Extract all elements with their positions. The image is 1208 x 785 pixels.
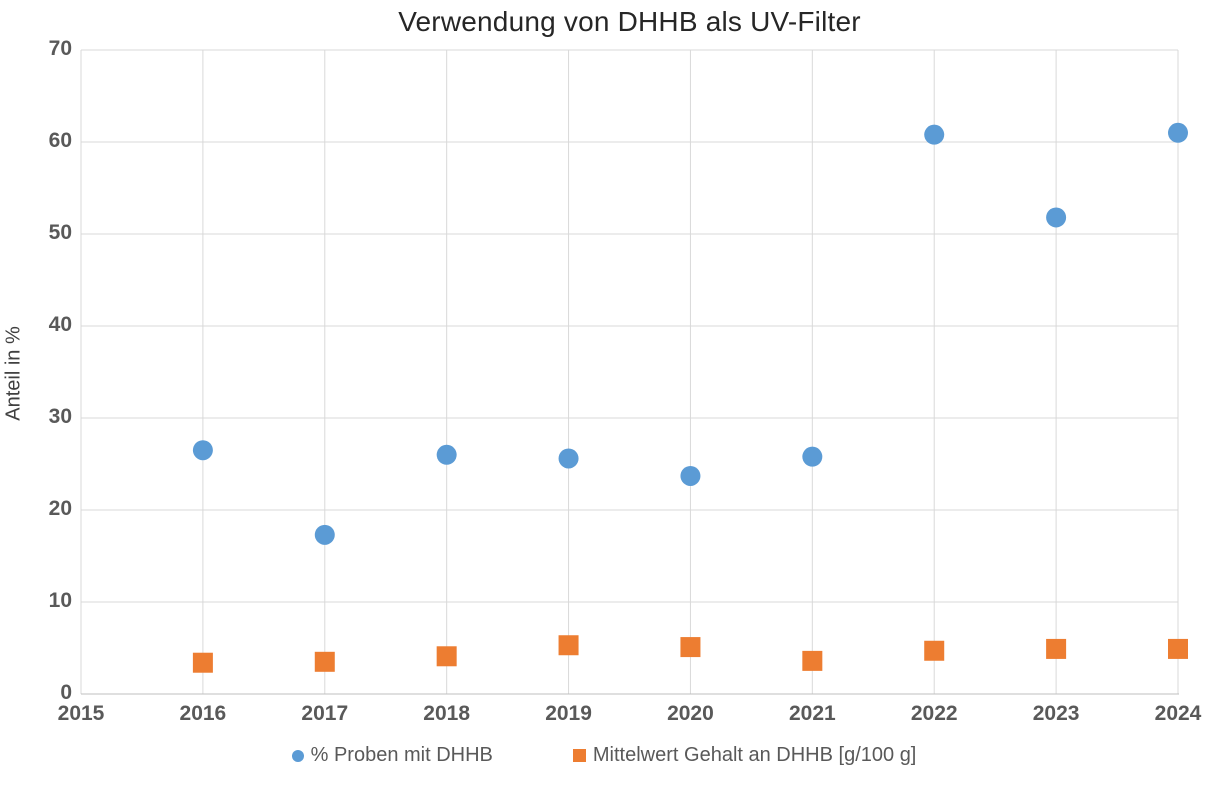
x-tick-label-2023: 2023 xyxy=(1032,702,1080,725)
x-tick-label-2021: 2021 xyxy=(788,702,836,725)
data-point-square-2024 xyxy=(1168,638,1188,659)
data-point-circle-2024 xyxy=(1168,122,1188,143)
x-tick-label-2019: 2019 xyxy=(545,702,592,725)
legend-label-proben: % Proben mit DHHB xyxy=(310,744,493,766)
x-tick-label-2022: 2022 xyxy=(910,702,958,725)
y-tick-label-40: 40 xyxy=(48,313,72,336)
data-point-circle-2020 xyxy=(680,465,701,486)
y-tick-label-0: 0 xyxy=(60,681,72,704)
data-point-circle-2022 xyxy=(924,124,945,145)
x-tick-label-2017: 2017 xyxy=(301,702,349,725)
data-point-square-2018 xyxy=(436,646,457,667)
y-tick-label-10: 10 xyxy=(48,589,72,612)
x-tick-label-2020: 2020 xyxy=(667,702,714,725)
data-point-circle-2016 xyxy=(192,440,213,461)
chart-title: Verwendung von DHHB als UV-Filter xyxy=(398,6,861,37)
data-point-square-2023 xyxy=(1046,638,1067,659)
x-tick-label-2016: 2016 xyxy=(179,702,227,725)
data-point-square-2016 xyxy=(192,652,213,673)
y-tick-label-70: 70 xyxy=(48,37,72,60)
legend-label-mittelwert: Mittelwert Gehalt an DHHB [g/100 g] xyxy=(592,744,917,766)
x-tick-label-2018: 2018 xyxy=(423,702,471,725)
data-point-square-2017 xyxy=(314,651,335,672)
legend-item-proben: % Proben mit DHHB xyxy=(291,744,493,767)
y-tick-label-30: 30 xyxy=(48,405,72,428)
legend: % Proben mit DHHB Mittelwert Gehalt an D… xyxy=(0,744,1208,767)
data-point-square-2021 xyxy=(802,650,823,671)
data-point-square-2020 xyxy=(680,637,701,658)
legend-circle-marker-icon xyxy=(291,749,304,762)
y-tick-label-50: 50 xyxy=(48,221,72,244)
y-tick-label-20: 20 xyxy=(48,497,72,520)
x-tick-label-2015: 2015 xyxy=(57,702,105,725)
data-point-circle-2017 xyxy=(314,524,335,545)
data-point-square-2022 xyxy=(924,640,945,661)
data-point-circle-2023 xyxy=(1046,207,1067,228)
x-tick-label-2024: 2024 xyxy=(1154,702,1202,725)
legend-item-mittelwert: Mittelwert Gehalt an DHHB [g/100 g] xyxy=(572,744,917,767)
data-point-square-2019 xyxy=(558,635,579,656)
data-point-circle-2018 xyxy=(436,444,457,465)
data-point-circle-2021 xyxy=(802,446,823,467)
legend-square-marker-icon xyxy=(572,749,586,762)
y-tick-label-60: 60 xyxy=(48,129,72,152)
data-point-circle-2019 xyxy=(558,448,579,469)
